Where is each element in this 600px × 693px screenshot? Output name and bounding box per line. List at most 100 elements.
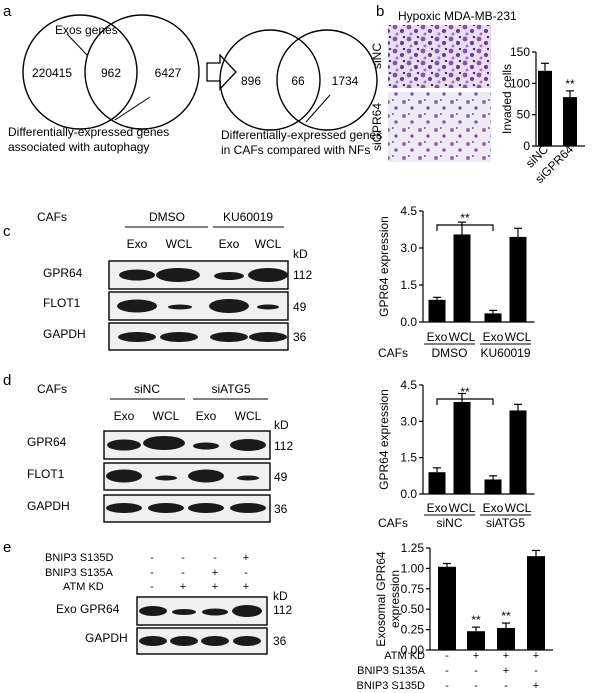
chart-c-y-tick-label: 4.5 [400, 204, 417, 218]
chart-e-condition-sign: - [445, 650, 449, 662]
blot-e-cond-2: BNIP3 S135A [45, 567, 114, 579]
blot-c-kd-gpr64: 112 [293, 268, 312, 282]
blot-d-group-2: siATG5 [211, 382, 250, 396]
chart-e-y-tick-label: 1.00 [401, 561, 425, 575]
blot-d-lane-3: Exo [196, 409, 217, 423]
chart-e-y-tick-label: 0.25 [401, 623, 425, 637]
chart-e-condition-label: BNIP3 S135D [357, 680, 426, 692]
blot-e-cond-3-sign-1: - [150, 581, 154, 593]
venn1-circle-left [22, 14, 138, 130]
chart-e-y-tick-label: 0.75 [401, 582, 425, 596]
panel-label-d: d [3, 372, 11, 389]
blot-c-kd-flot1: 49 [293, 300, 307, 314]
blot-e: BNIP3 S135D - - - + BNIP3 S135A - - + - … [45, 552, 292, 655]
chart-c-bar [428, 299, 446, 322]
venn1-top-label: Exos genes [55, 23, 118, 37]
chart-e-bar [438, 566, 456, 650]
blot-d-row-gpr64: GPR64 [27, 435, 67, 449]
blot-e-cond-1-sign-4: + [243, 552, 249, 564]
chart-b-y-tick-label: 0 [523, 139, 530, 153]
blot-c-row-gpr64: GPR64 [43, 266, 83, 280]
venn2-right-count: 1734 [332, 74, 359, 88]
blot-d-kd-header: kD [274, 418, 289, 432]
venn2-bottom-label-1: Differentially-expressed genes [221, 128, 382, 142]
blot-e-row-gapdh: GAPDH [85, 631, 128, 645]
chart-e-condition-sign: - [534, 665, 538, 677]
blot-e-cond-2-sign-2: - [181, 567, 185, 579]
chart-b-y-label: Invaded cells [500, 64, 514, 134]
chart-d-y-tick-label: 3.0 [400, 414, 417, 428]
chart-d-category-label: WCL [449, 501, 476, 515]
chart-c-bar [453, 234, 471, 322]
panel-label-b: b [376, 3, 384, 20]
chart-d-y-tick-label: 1.5 [400, 451, 417, 465]
blot-d-lane-1: Exo [114, 409, 135, 423]
chart-e-significance: ** [471, 613, 481, 627]
chart-d-bar [453, 401, 471, 494]
blot-e-kd-exo-gpr64: 112 [273, 603, 292, 617]
blot-e-cond-1-sign-1: - [150, 552, 154, 564]
blot-d-lane-2: WCL [153, 409, 180, 423]
chart-e-condition-label: BNIP3 S135A [357, 665, 426, 677]
blot-d-kd-gpr64: 112 [274, 439, 293, 453]
venn2-circle-right [276, 29, 378, 131]
chart-b-bar [563, 97, 577, 146]
chart-c-y-label: GPR64 expression [377, 216, 391, 317]
chart-e-condition-sign: + [503, 665, 509, 677]
chart-d-category-label: Exo [483, 501, 504, 515]
blot-e-cond-1: BNIP3 S135D [45, 552, 114, 564]
blot-c-group-1: DMSO [149, 210, 185, 224]
blot-d-row-gapdh: GAPDH [27, 499, 70, 513]
panel-label-c: c [3, 223, 11, 240]
blot-e-kd-header: kD [273, 589, 288, 603]
chart-c-category-label: WCL [505, 330, 532, 344]
chart-e-y-tick-label: 0.50 [401, 602, 425, 616]
chart-e-condition-label: ATM KD [384, 650, 425, 662]
blot-c: CAFs DMSO KU60019 Exo WCL Exo WCL kD GPR… [37, 210, 312, 351]
venn2-bottom-leader [305, 94, 331, 123]
chart-e-bar [527, 556, 545, 650]
venn1-bottom-leader [114, 96, 151, 121]
chart-e: 0.00 0.25 0.50 0.75 1.00 1.25 Exosomal GPR64 ex… [357, 541, 553, 692]
chart-d-bar [509, 410, 527, 494]
chart-e-condition-sign: - [445, 665, 449, 677]
venn1-bottom-label-2: associated with autophagy [8, 140, 149, 154]
blot-e-cond-1-sign-2: - [181, 552, 185, 564]
arrow-icon [206, 53, 237, 91]
chart-b-y-tick-label: 150 [510, 45, 530, 59]
blot-c-kd-gapdh: 36 [293, 330, 307, 344]
panel-b-row-label-sigpr64: siGPR64 [370, 103, 384, 151]
blot-d-group-1: siNC [134, 382, 160, 396]
chart-c-category-label: Exo [427, 330, 448, 344]
venn2-mid-count: 66 [291, 74, 305, 88]
blot-e-row-exo-gpr64: Exo GPR64 [56, 602, 120, 616]
chart-e-condition-sign: - [474, 680, 478, 692]
blot-c-lane-3: Exo [219, 237, 240, 251]
chart-c-category-label: Exo [483, 330, 504, 344]
chart-c-category-label: WCL [449, 330, 476, 344]
venn-diagram-1: 220415 962 6427 Exos genes Differentiall… [8, 14, 200, 154]
venn2-bottom-label-2: in CAFs compared with NFs [221, 143, 370, 157]
blot-e-cond-3-sign-3: + [212, 581, 218, 593]
blot-e-cond-3-sign-4: + [243, 581, 249, 593]
chart-c-group-label: DMSO [432, 346, 468, 360]
blot-e-cond-1-sign-3: - [213, 552, 217, 564]
micrograph-sinc [388, 25, 491, 88]
chart-e-y-tick-label: 1.25 [401, 541, 425, 555]
chart-c-y-tick-label: 0.0 [400, 315, 417, 329]
chart-e-condition-sign: - [445, 680, 449, 692]
chart-e-condition-sign: + [503, 650, 509, 662]
chart-d-category-label: Exo [427, 501, 448, 515]
blot-e-cond-2-sign-4: - [244, 567, 248, 579]
chart-d-y-tick-label: 4.5 [400, 378, 417, 392]
chart-c-y-tick-label: 3.0 [400, 241, 417, 255]
chart-e-condition-sign: + [533, 650, 539, 662]
venn1-right-count: 6427 [155, 66, 182, 80]
panel-b-row-label-sinc: siNC [370, 43, 384, 69]
blot-d-cafs-label: CAFs [37, 382, 67, 396]
blot-c-row-flot1: FLOT1 [43, 296, 81, 310]
blot-e-cond-3: ATM KD [63, 581, 104, 593]
chart-e-condition-sign: - [504, 680, 508, 692]
